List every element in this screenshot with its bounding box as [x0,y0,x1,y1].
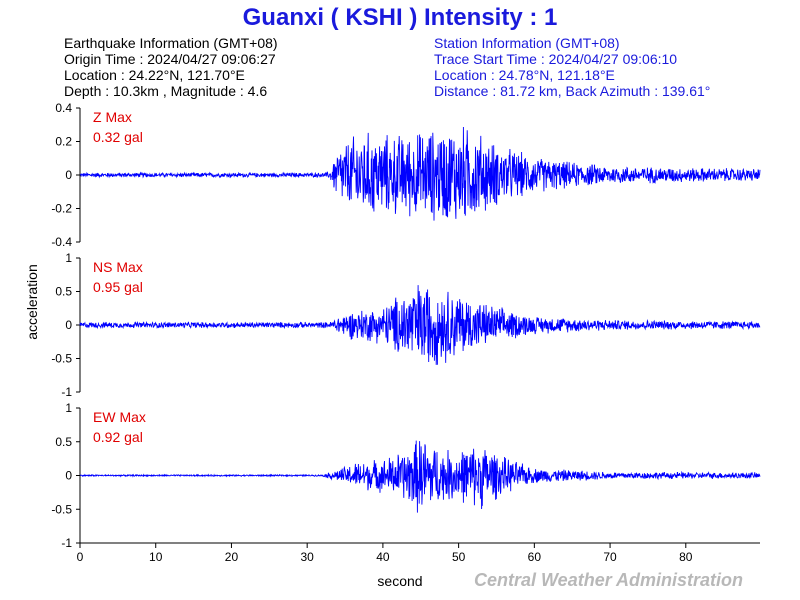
max-label-ns: NS Max [93,259,143,275]
y-tick-label: -0.2 [51,202,72,216]
y-tick-label: 0.2 [55,135,72,149]
max-value-ew: 0.92 gal [93,429,143,445]
station-info-heading: Station Information (GMT+08) [434,35,620,51]
y-tick-label: 0.5 [55,285,72,299]
x-tick-label: 40 [376,550,390,564]
station-location: Location : 24.78°N, 121.18°E [434,67,615,83]
x-tick-label: 50 [452,550,466,564]
trace-ew [79,440,761,513]
y-tick-label: -0.4 [51,235,72,249]
x-tick-label: 0 [77,550,84,564]
y-tick-label: 0.4 [55,101,72,115]
x-tick-label: 10 [149,550,163,564]
y-tick-label: -0.5 [51,352,72,366]
y-tick-label: 0 [65,469,72,483]
origin-time: Origin Time : 2024/04/27 09:06:27 [64,51,276,67]
trace-start-time: Trace Start Time : 2024/04/27 09:06:10 [434,51,678,67]
y-tick-label: 0 [65,168,72,182]
max-value-ns: 0.95 gal [93,279,143,295]
y-tick-label: 1 [65,401,72,415]
trace-z [79,126,761,221]
max-label-z: Z Max [93,109,132,125]
y-tick-label: -1 [61,536,72,550]
y-tick-label: -0.5 [51,502,72,516]
x-tick-label: 20 [225,550,239,564]
earthquake-info-heading: Earthquake Information (GMT+08) [64,35,278,51]
distance-azimuth: Distance : 81.72 km, Back Azimuth : 139.… [434,83,711,99]
max-value-z: 0.32 gal [93,129,143,145]
depth-magnitude: Depth : 10.3km , Magnitude : 4.6 [64,83,268,99]
page-title: Guanxi ( KSHI ) Intensity : 1 [242,4,558,31]
y-tick-label: 1 [65,251,72,265]
epicenter-location: Location : 24.22°N, 121.70°E [64,67,245,83]
agency-credit: Central Weather Administration [474,570,744,590]
earthquake-info: Earthquake Information (GMT+08) Origin T… [64,35,278,99]
y-tick-label: -1 [61,385,72,399]
station-info: Station Information (GMT+08) Trace Start… [434,35,710,99]
max-label-ew: EW Max [93,409,146,425]
x-tick-label: 30 [300,550,314,564]
trace-ns [79,285,761,365]
x-tick-label: 80 [679,550,693,564]
x-tick-label: 60 [528,550,542,564]
y-tick-label: 0.5 [55,435,72,449]
x-axis-label: second [377,573,422,589]
y-axis-label: acceleration [24,264,40,340]
y-tick-label: 0 [65,318,72,332]
x-tick-label: 70 [603,550,617,564]
